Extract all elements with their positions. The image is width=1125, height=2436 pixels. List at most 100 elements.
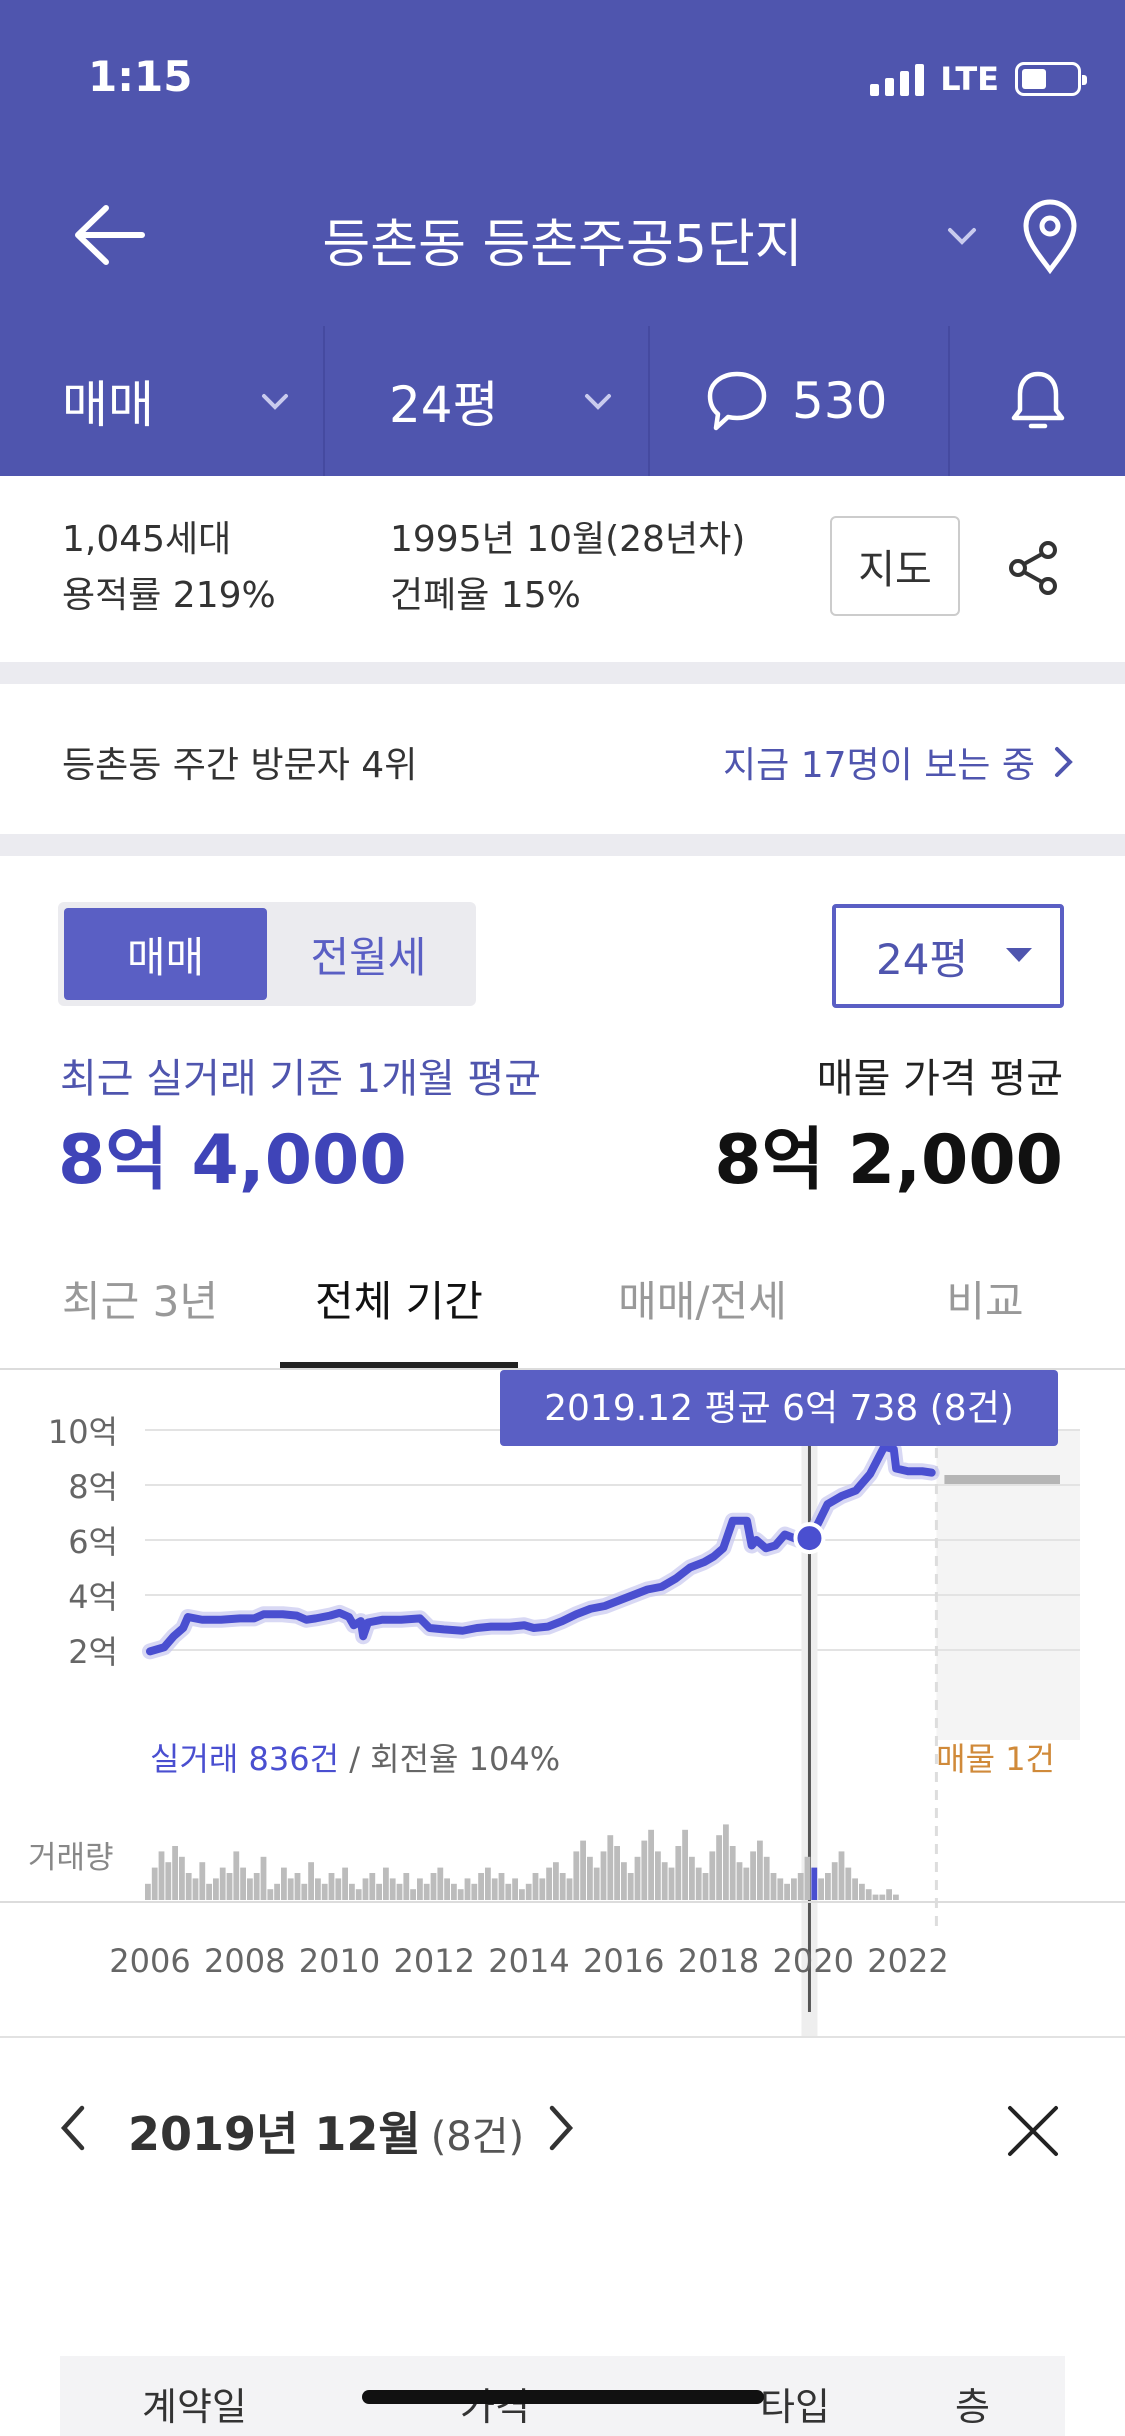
price-chart[interactable]: 10억 8억 6억 4억 2억 2019.12 평균 6억 738 (8건) 실거래 836…: [0, 1370, 1125, 2096]
back-arrow-icon[interactable]: [70, 200, 150, 270]
volume-bar: [355, 1889, 362, 1900]
size-label: 24평: [389, 376, 499, 434]
volume-bar: [675, 1846, 682, 1900]
tab-recent-3y[interactable]: 최근 3년: [62, 1276, 218, 1326]
size-select[interactable]: 24평: [832, 904, 1064, 1008]
volume-bar: [158, 1851, 165, 1900]
volume-bar: [845, 1867, 852, 1900]
col-type: 타입: [760, 2385, 830, 2429]
volume-bar: [695, 1867, 702, 1900]
signal-icon: [870, 62, 925, 96]
listing-avg-value: 8억 2,000: [714, 1121, 1063, 1200]
size-filter[interactable]: 24평: [325, 326, 650, 476]
selected-month-count: (8건): [430, 2114, 525, 2160]
volume-bar: [573, 1851, 580, 1900]
complex-title[interactable]: 등촌동 등촌주공5단지: [322, 215, 803, 275]
chevron-left-icon[interactable]: [54, 2102, 94, 2154]
chevron-right-icon[interactable]: [540, 2102, 580, 2154]
selected-month: 2019년 12월 (8건): [128, 2098, 524, 2164]
volume-bar: [369, 1873, 376, 1900]
volume-bar: [838, 1851, 845, 1900]
volume-bar: [321, 1883, 328, 1900]
volume-bar: [240, 1867, 246, 1900]
volume-bar: [621, 1862, 627, 1900]
volume-bar: [546, 1867, 552, 1900]
location-pin-icon[interactable]: [1018, 198, 1082, 274]
section-divider: [0, 2036, 1125, 2038]
volume-bar: [763, 1856, 770, 1900]
volume-bar: [655, 1851, 661, 1900]
selected-month-label: 2019년 12월: [128, 2107, 421, 2161]
volume-bar: [219, 1867, 226, 1900]
x-tick-label: 2014: [488, 1942, 569, 1980]
caret-down-icon: [1006, 948, 1032, 962]
tooltip-text: 2019.12 평균 6억 738 (8건): [544, 1388, 1014, 1429]
volume-bar: [702, 1873, 709, 1900]
size-select-value: 24평: [876, 934, 969, 984]
volume-bar: [668, 1867, 675, 1900]
volume-bar: [682, 1829, 688, 1900]
turnover-summary: / 회전율 104%: [339, 1740, 560, 1778]
share-icon[interactable]: [1004, 538, 1064, 598]
col-contract-date: 계약일: [142, 2385, 247, 2429]
volume-bar: [566, 1878, 573, 1900]
selected-point: [793, 1522, 826, 1555]
close-icon[interactable]: [1004, 2102, 1062, 2160]
volume-bar: [498, 1873, 505, 1900]
home-indicator: [362, 2390, 764, 2404]
volume-bar: [301, 1883, 308, 1900]
volume-bar: [723, 1824, 729, 1900]
notification-button[interactable]: [950, 326, 1125, 476]
volume-bar: [818, 1878, 824, 1900]
recent-avg-value: 8억 4,000: [58, 1121, 407, 1200]
tab-all-period[interactable]: 전체 기간: [315, 1276, 483, 1326]
volume-bar: [627, 1873, 634, 1900]
viewing-now-link[interactable]: 지금 17명이 보는 중: [723, 736, 1075, 788]
volume-bar: [199, 1862, 206, 1900]
volume-bar: [396, 1883, 403, 1900]
floor-area-ratio: 용적률 219%: [62, 575, 276, 616]
volume-bar: [464, 1878, 471, 1900]
volume-bar: [525, 1883, 532, 1900]
volume-bar: [383, 1867, 389, 1900]
section-divider: [0, 834, 1125, 856]
tab-sale-jeonse[interactable]: 매매/전세: [618, 1276, 787, 1326]
volume-bar: [539, 1878, 546, 1900]
trade-type-filter[interactable]: 매매: [0, 326, 325, 476]
volume-bar: [831, 1862, 838, 1900]
visitor-banner[interactable]: 등촌동 주간 방문자 4위 지금 17명이 보는 중: [0, 684, 1125, 834]
built-date: 1995년 10월(28년차): [390, 519, 746, 560]
volume-bar: [192, 1878, 199, 1900]
volume-bar: [893, 1894, 899, 1900]
segment-sale[interactable]: 매매: [64, 908, 267, 1000]
volume-bar: [274, 1883, 280, 1900]
tab-compare[interactable]: 비교: [946, 1276, 1024, 1326]
volume-bar: [559, 1873, 566, 1900]
tooltip-box: [500, 1370, 1058, 1446]
y-tick-label: 4억: [68, 1578, 118, 1616]
volume-bar: [260, 1856, 267, 1900]
x-tick-label: 2022: [867, 1942, 948, 1980]
segment-rent[interactable]: 전월세: [310, 932, 427, 982]
volume-bar: [491, 1878, 498, 1900]
volume-bar: [417, 1878, 423, 1900]
volume-bar: [770, 1873, 777, 1900]
volume-bar: [145, 1883, 151, 1900]
map-button[interactable]: 지도: [830, 516, 960, 616]
volume-bar: [485, 1867, 491, 1900]
trade-segment: 매매 전월세: [58, 902, 476, 1006]
volume-bar: [872, 1894, 879, 1900]
volume-bar: [532, 1873, 539, 1900]
month-navigator: 2019년 12월 (8건): [0, 2068, 1125, 2188]
visitor-rank: 등촌동 주간 방문자 4위: [62, 745, 418, 786]
x-tick-label: 2006: [109, 1942, 190, 1980]
price-chart-svg[interactable]: 10억 8억 6억 4억 2억 2019.12 평균 6억 738 (8건) 실거래 836…: [0, 1370, 1125, 2096]
volume-bar: [172, 1846, 178, 1900]
filter-bar: 매매 24평 530: [0, 326, 1125, 476]
comments-button[interactable]: 530: [650, 326, 950, 476]
volume-bar: [505, 1883, 512, 1900]
section-divider: [0, 662, 1125, 684]
volume-bar: [342, 1867, 348, 1900]
chevron-down-icon[interactable]: [940, 216, 984, 256]
volume-bar: [451, 1883, 457, 1900]
